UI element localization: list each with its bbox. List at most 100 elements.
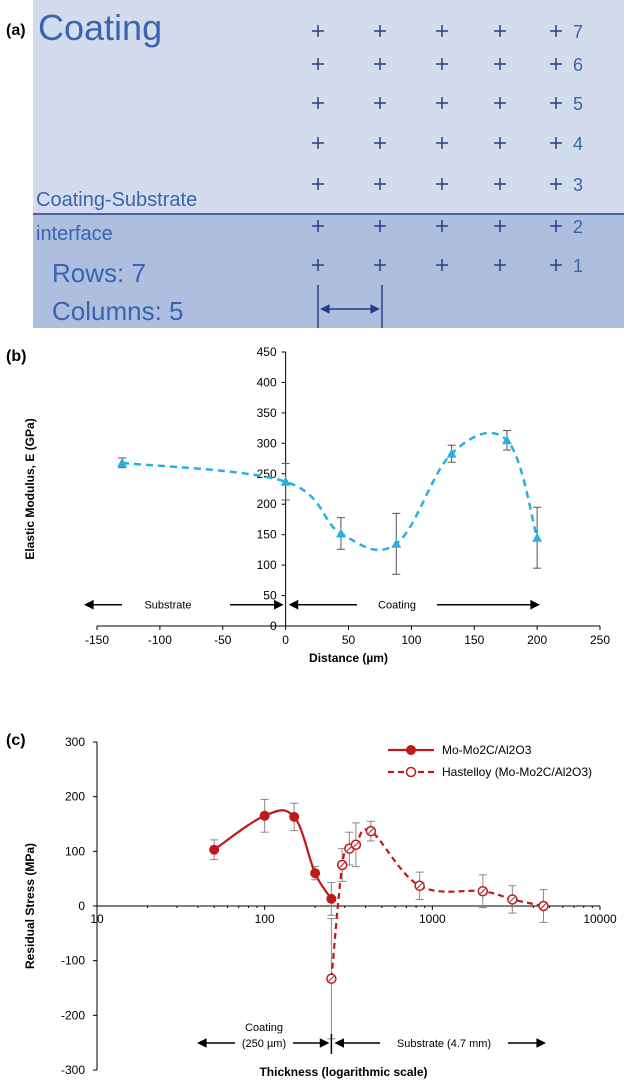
coating-label: Coating [38, 7, 162, 48]
substrate-annotation: Substrate (4.7 mm) [397, 1038, 491, 1050]
y-tick-label: 50 [263, 589, 277, 603]
indent-mark [550, 58, 562, 70]
data-point [289, 811, 300, 822]
indent-mark [494, 137, 506, 149]
legend-marker [406, 745, 416, 755]
series-line-1 [213, 809, 333, 900]
data-point-slash [540, 903, 547, 909]
y-tick-label: 200 [65, 790, 85, 804]
indent-mark [550, 178, 562, 190]
indent-mark [436, 97, 448, 109]
y-tick-label: 300 [257, 436, 277, 450]
x-tick-label: 10 [90, 912, 104, 926]
indent-mark [494, 259, 506, 271]
coating-arrow [288, 599, 540, 610]
x-tick-label: 50 [342, 633, 356, 647]
indent-mark [374, 137, 386, 149]
indent-mark [312, 178, 324, 190]
x-axis-title: Distance (µm) [309, 651, 388, 665]
indent-mark [494, 97, 506, 109]
row-number-label: 3 [573, 175, 583, 195]
coating-arrow-right-head [319, 1038, 330, 1048]
panel-a: (a) Coating Coating-Substrate interface Row… [0, 0, 624, 330]
row-number-label: 6 [573, 55, 583, 75]
substrate-arrow-left-head [334, 1038, 344, 1048]
data-point-slash [368, 828, 374, 834]
x-tick-label: -150 [85, 633, 109, 647]
data-point [501, 435, 512, 445]
indent-mark [374, 25, 386, 37]
indent-mark [494, 220, 506, 232]
x-axis-title: Thickness (logarithmic scale) [259, 1065, 427, 1079]
substrate-arrow-right-head [274, 599, 284, 610]
coating-arrow-left-head [288, 599, 299, 610]
indent-mark [374, 220, 386, 232]
indent-mark [436, 25, 448, 37]
indent-mark [550, 220, 562, 232]
spacing-arrow-right [370, 304, 380, 314]
coating-arrow-left-head [197, 1038, 207, 1048]
indent-mark [494, 25, 506, 37]
column-spacing-indicator [317, 285, 383, 328]
indentation-map: Coating Coating-Substrate interface Rows: 7… [33, 0, 624, 328]
substrate-arrow-left-head [84, 599, 94, 610]
indent-mark [374, 259, 386, 271]
data-point-slash [339, 862, 346, 868]
x-tick-label: 10000 [583, 912, 617, 926]
indent-mark [312, 137, 324, 149]
panel-a-label: (a) [6, 22, 26, 39]
y-tick-label: -100 [61, 954, 85, 968]
data-point [280, 476, 291, 486]
y-tick-label: 450 [257, 345, 277, 359]
y-tick-label: 0 [78, 899, 85, 913]
indent-mark [550, 97, 562, 109]
legend-label: Hastelloy (Mo-Mo2C/Al2O3) [442, 765, 592, 779]
interface-label-line2: interface [36, 223, 113, 245]
coating-annotation: Coating [245, 1022, 283, 1034]
legend: Mo-Mo2C/Al2O3 Hastelloy (Mo-Mo2C/Al2O3) [388, 743, 592, 779]
y-tick-label: 150 [257, 528, 277, 542]
legend-label: Mo-Mo2C/Al2O3 [442, 743, 532, 757]
row-number-label: 5 [573, 94, 583, 114]
indent-mark [550, 137, 562, 149]
coating-arrow-right-head [530, 599, 540, 610]
rows-count: Rows: 7 [52, 258, 146, 288]
y-tick-label: 0 [270, 619, 277, 633]
columns-count: Columns: 5 [52, 296, 184, 326]
row-number-label: 7 [573, 22, 583, 42]
indent-mark [436, 137, 448, 149]
spacing-arrow-left [320, 304, 330, 314]
x-tick-label: 200 [527, 633, 547, 647]
indent-mark [374, 58, 386, 70]
panel-c: (c) -300 -200 -100 0 100 200 300 10 100 1000 10000… [0, 720, 624, 1083]
data-point-slash [346, 845, 353, 852]
data-point [209, 844, 220, 855]
indent-mark [494, 178, 506, 190]
indent-mark [494, 58, 506, 70]
row-number-label: 2 [573, 217, 583, 237]
data-point [446, 448, 457, 458]
x-tick-label: -50 [214, 633, 232, 647]
x-tick-label: 150 [464, 633, 484, 647]
data-point [310, 868, 321, 879]
indent-mark [550, 25, 562, 37]
series-line [122, 431, 539, 552]
y-tick-label: 200 [257, 497, 277, 511]
data-point [117, 457, 128, 467]
indent-mark [550, 259, 562, 271]
indent-mark [436, 220, 448, 232]
interface-label-line1: Coating-Substrate [36, 189, 197, 211]
y-tick-label: 400 [257, 375, 277, 389]
data-point [335, 528, 346, 538]
substrate-arrow [334, 1038, 546, 1048]
data-point-slash [353, 841, 359, 848]
y-tick-label: 100 [65, 844, 85, 858]
y-axis-title: Elastic Modulus, E (GPa) [23, 418, 37, 559]
indent-mark [312, 259, 324, 271]
y-tick-label: 250 [257, 467, 277, 481]
substrate-annotation: Substrate [144, 600, 191, 612]
x-tick-label: -100 [148, 633, 172, 647]
indent-mark [312, 58, 324, 70]
indent-mark [374, 97, 386, 109]
indent-mark [436, 178, 448, 190]
